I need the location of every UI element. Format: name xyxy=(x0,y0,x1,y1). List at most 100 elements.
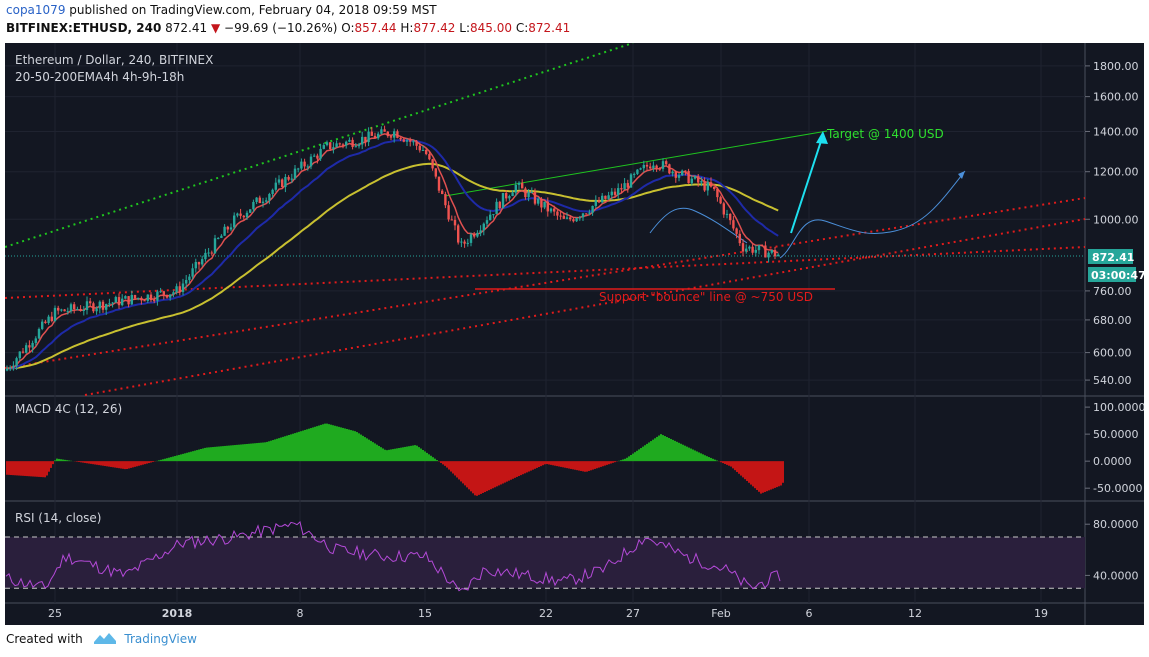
macd-bar-positive xyxy=(200,449,202,462)
price-tick-label: 680.00 xyxy=(1093,314,1132,327)
macd-bar-positive xyxy=(620,460,622,462)
candle-up xyxy=(175,286,178,293)
candle-down xyxy=(431,159,434,169)
macd-bar-positive xyxy=(186,452,188,462)
red-dotted-line xyxy=(4,197,1086,369)
candle-up xyxy=(137,297,140,299)
macd-title: MACD 4C (12, 26) xyxy=(15,402,122,416)
macd-bar-negative xyxy=(772,461,774,489)
macd-bar-positive xyxy=(354,431,356,462)
candle-up xyxy=(53,307,57,322)
macd-bar-negative xyxy=(522,461,524,475)
candle-up xyxy=(233,215,236,228)
candle-down xyxy=(597,200,601,203)
candle-up xyxy=(485,220,489,224)
macd-bar-negative xyxy=(446,461,448,468)
macd-bar-positive xyxy=(360,434,362,462)
candle-down xyxy=(63,309,66,312)
candle-up xyxy=(565,217,569,219)
macd-bar-positive xyxy=(62,459,64,462)
macd-bar-positive xyxy=(232,445,234,462)
candle-up xyxy=(575,218,578,222)
candle-up xyxy=(201,259,204,265)
macd-bar-positive xyxy=(272,440,274,462)
candle-up xyxy=(549,208,553,212)
candle-up xyxy=(15,358,18,366)
macd-bar-positive xyxy=(190,451,192,462)
candle-down xyxy=(773,250,777,257)
y-axis: 1800.00 1600.00 1400.00 1200.00 1000.00 760.0… xyxy=(1085,60,1146,582)
macd-bar-positive xyxy=(412,445,414,462)
candle-up xyxy=(594,200,597,206)
upper-channel-line xyxy=(4,42,634,248)
macd-bar-positive xyxy=(634,452,636,462)
macd-bar-positive xyxy=(54,460,56,462)
candle-down xyxy=(562,215,565,219)
macd-bar-positive xyxy=(702,454,704,462)
candle-down xyxy=(447,205,450,220)
candle-down xyxy=(738,233,741,244)
price-chart-svg[interactable]: 1800.00 1600.00 1400.00 1200.00 1000.00 760.0… xyxy=(4,42,1146,625)
candle-up xyxy=(677,175,681,178)
macd-bar-negative xyxy=(24,461,26,476)
macd-bar-positive xyxy=(160,459,162,462)
candle-down xyxy=(521,182,524,189)
candle-up xyxy=(607,195,610,199)
macd-bar-negative xyxy=(482,461,484,493)
rsi-plot xyxy=(5,520,1085,592)
macd-bar-negative xyxy=(124,461,126,470)
macd-bar-negative xyxy=(94,461,96,465)
macd-bar-positive xyxy=(396,448,398,462)
chart-container[interactable]: 1800.00 1600.00 1400.00 1200.00 1000.00 760.0… xyxy=(4,42,1146,625)
macd-bar-negative xyxy=(578,461,580,471)
macd-bar-positive xyxy=(184,453,186,462)
macd-bar-positive xyxy=(686,446,688,462)
macd-bar-positive xyxy=(650,441,652,462)
candle-up xyxy=(185,280,188,284)
candle-up xyxy=(300,161,303,169)
tradingview-link[interactable]: TradingView xyxy=(124,632,197,646)
macd-bar-positive xyxy=(672,439,674,462)
candle-up xyxy=(60,309,63,311)
macd-bar-negative xyxy=(762,461,764,493)
candle-down xyxy=(729,213,732,221)
candle-down xyxy=(645,164,649,167)
candle-down xyxy=(713,186,716,190)
macd-bar-negative xyxy=(760,461,762,494)
macd-bar-positive xyxy=(418,447,420,462)
rsi-tick-label: 40.0000 xyxy=(1093,569,1139,582)
candle-up xyxy=(114,297,117,303)
macd-bar-positive xyxy=(226,445,228,462)
macd-bar-negative xyxy=(122,461,124,469)
username-link[interactable]: copa1079 xyxy=(6,3,66,17)
macd-bar-negative xyxy=(510,461,512,480)
candle-up xyxy=(639,168,642,170)
candle-down xyxy=(732,220,735,229)
macd-bar-negative xyxy=(776,461,778,488)
macd-bar-negative xyxy=(542,461,544,466)
macd-bar-positive xyxy=(636,450,638,462)
macd-bar-negative xyxy=(766,461,768,492)
candle-up xyxy=(188,276,191,281)
macd-bar-positive xyxy=(240,444,242,462)
macd-bar-positive xyxy=(416,445,418,462)
candle-down xyxy=(444,194,447,206)
price-tick-label: 760.00 xyxy=(1093,285,1132,298)
macd-bar-negative xyxy=(528,461,530,472)
candle-up xyxy=(543,201,546,208)
candle-down xyxy=(546,201,549,212)
candle-up xyxy=(412,141,415,143)
candle-down xyxy=(569,217,572,220)
macd-bar-negative xyxy=(748,461,750,483)
macd-bar-positive xyxy=(678,442,680,462)
macd-bar-positive xyxy=(646,443,648,462)
macd-bar-positive xyxy=(182,453,184,462)
candle-up xyxy=(642,164,645,169)
macd-bar-negative xyxy=(564,461,566,468)
candle-up xyxy=(671,171,674,174)
high-label: H: xyxy=(400,21,414,35)
macd-bar-negative xyxy=(600,461,602,467)
macd-bar-positive xyxy=(350,430,352,462)
macd-bar-positive xyxy=(664,436,666,462)
macd-bar-negative xyxy=(568,461,570,469)
